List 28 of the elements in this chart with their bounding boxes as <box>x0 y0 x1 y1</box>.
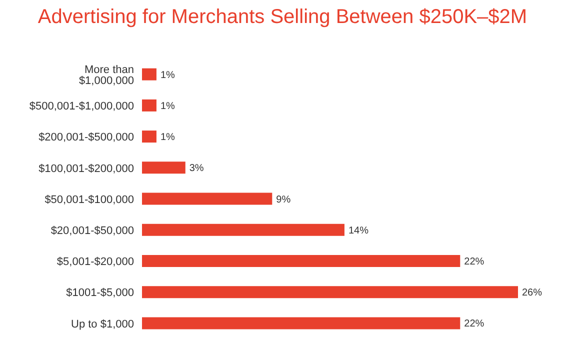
y-tick-label: $100,001-$200,000 <box>38 162 134 175</box>
bar <box>142 130 156 143</box>
bar <box>142 317 460 330</box>
y-tick-label: $200,001-$500,000 <box>38 132 134 144</box>
y-tick-label: $50,001-$100,000 <box>44 194 134 206</box>
y-tick-label: More than $1,000,000 <box>78 64 134 87</box>
bar <box>142 99 156 112</box>
y-tick-label: $1001-$5,000 <box>66 287 134 300</box>
data-label: 3% <box>189 163 204 174</box>
y-tick-label: $5,001-$20,000 <box>56 256 134 268</box>
y-tick-label: $20,001-$50,000 <box>50 225 134 238</box>
data-label: 14% <box>348 225 369 236</box>
data-label: 22% <box>464 318 484 330</box>
bar <box>142 68 156 80</box>
bar <box>142 255 460 267</box>
bar <box>142 224 344 236</box>
bar <box>142 286 518 298</box>
bar <box>142 162 186 174</box>
data-label: 1% <box>160 132 176 144</box>
chart-title: Advertising for Merchants Selling Between $250K–$2M <box>36 6 528 29</box>
y-tick-label: $500,001-$1,000,000 <box>29 100 134 113</box>
data-label: 22% <box>464 256 484 268</box>
data-label: 1% <box>160 100 176 112</box>
y-tick-label: Up to $1,000 <box>71 318 134 330</box>
data-label: 9% <box>276 194 291 206</box>
data-label: 26% <box>522 288 542 299</box>
bar <box>142 192 272 205</box>
data-label: 1% <box>160 70 176 81</box>
